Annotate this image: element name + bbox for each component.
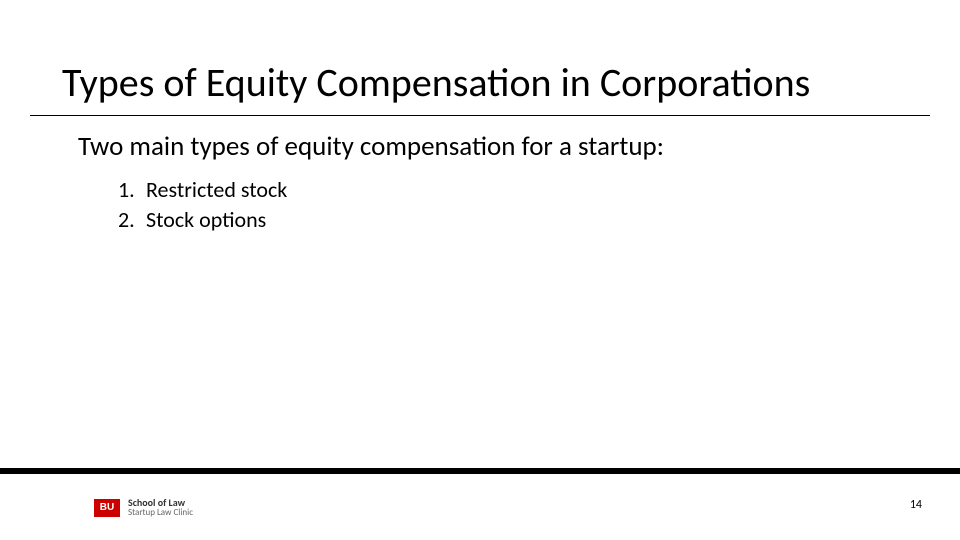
- slide-container: Types of Equity Compensation in Corporat…: [0, 0, 960, 540]
- list-item: 1.Restricted stock: [118, 175, 960, 205]
- bottom-divider-bar: [0, 468, 960, 474]
- slide-title: Types of Equity Compensation in Corporat…: [30, 0, 930, 116]
- footer-clinic: Startup Law Clinic: [128, 508, 193, 518]
- list-item: 2.Stock options: [118, 205, 960, 235]
- list-text: Stock options: [146, 206, 266, 233]
- ordered-list: 1.Restricted stock 2.Stock options: [0, 163, 960, 234]
- list-number: 1.: [118, 175, 146, 205]
- bu-logo: BU: [94, 499, 120, 517]
- slide-subtitle: Two main types of equity compensation fo…: [0, 116, 960, 163]
- list-text: Restricted stock: [146, 176, 287, 203]
- page-number: 14: [910, 498, 922, 512]
- list-number: 2.: [118, 205, 146, 235]
- footer-text: School of Law Startup Law Clinic: [128, 497, 193, 518]
- footer: BU School of Law Startup Law Clinic: [94, 497, 193, 518]
